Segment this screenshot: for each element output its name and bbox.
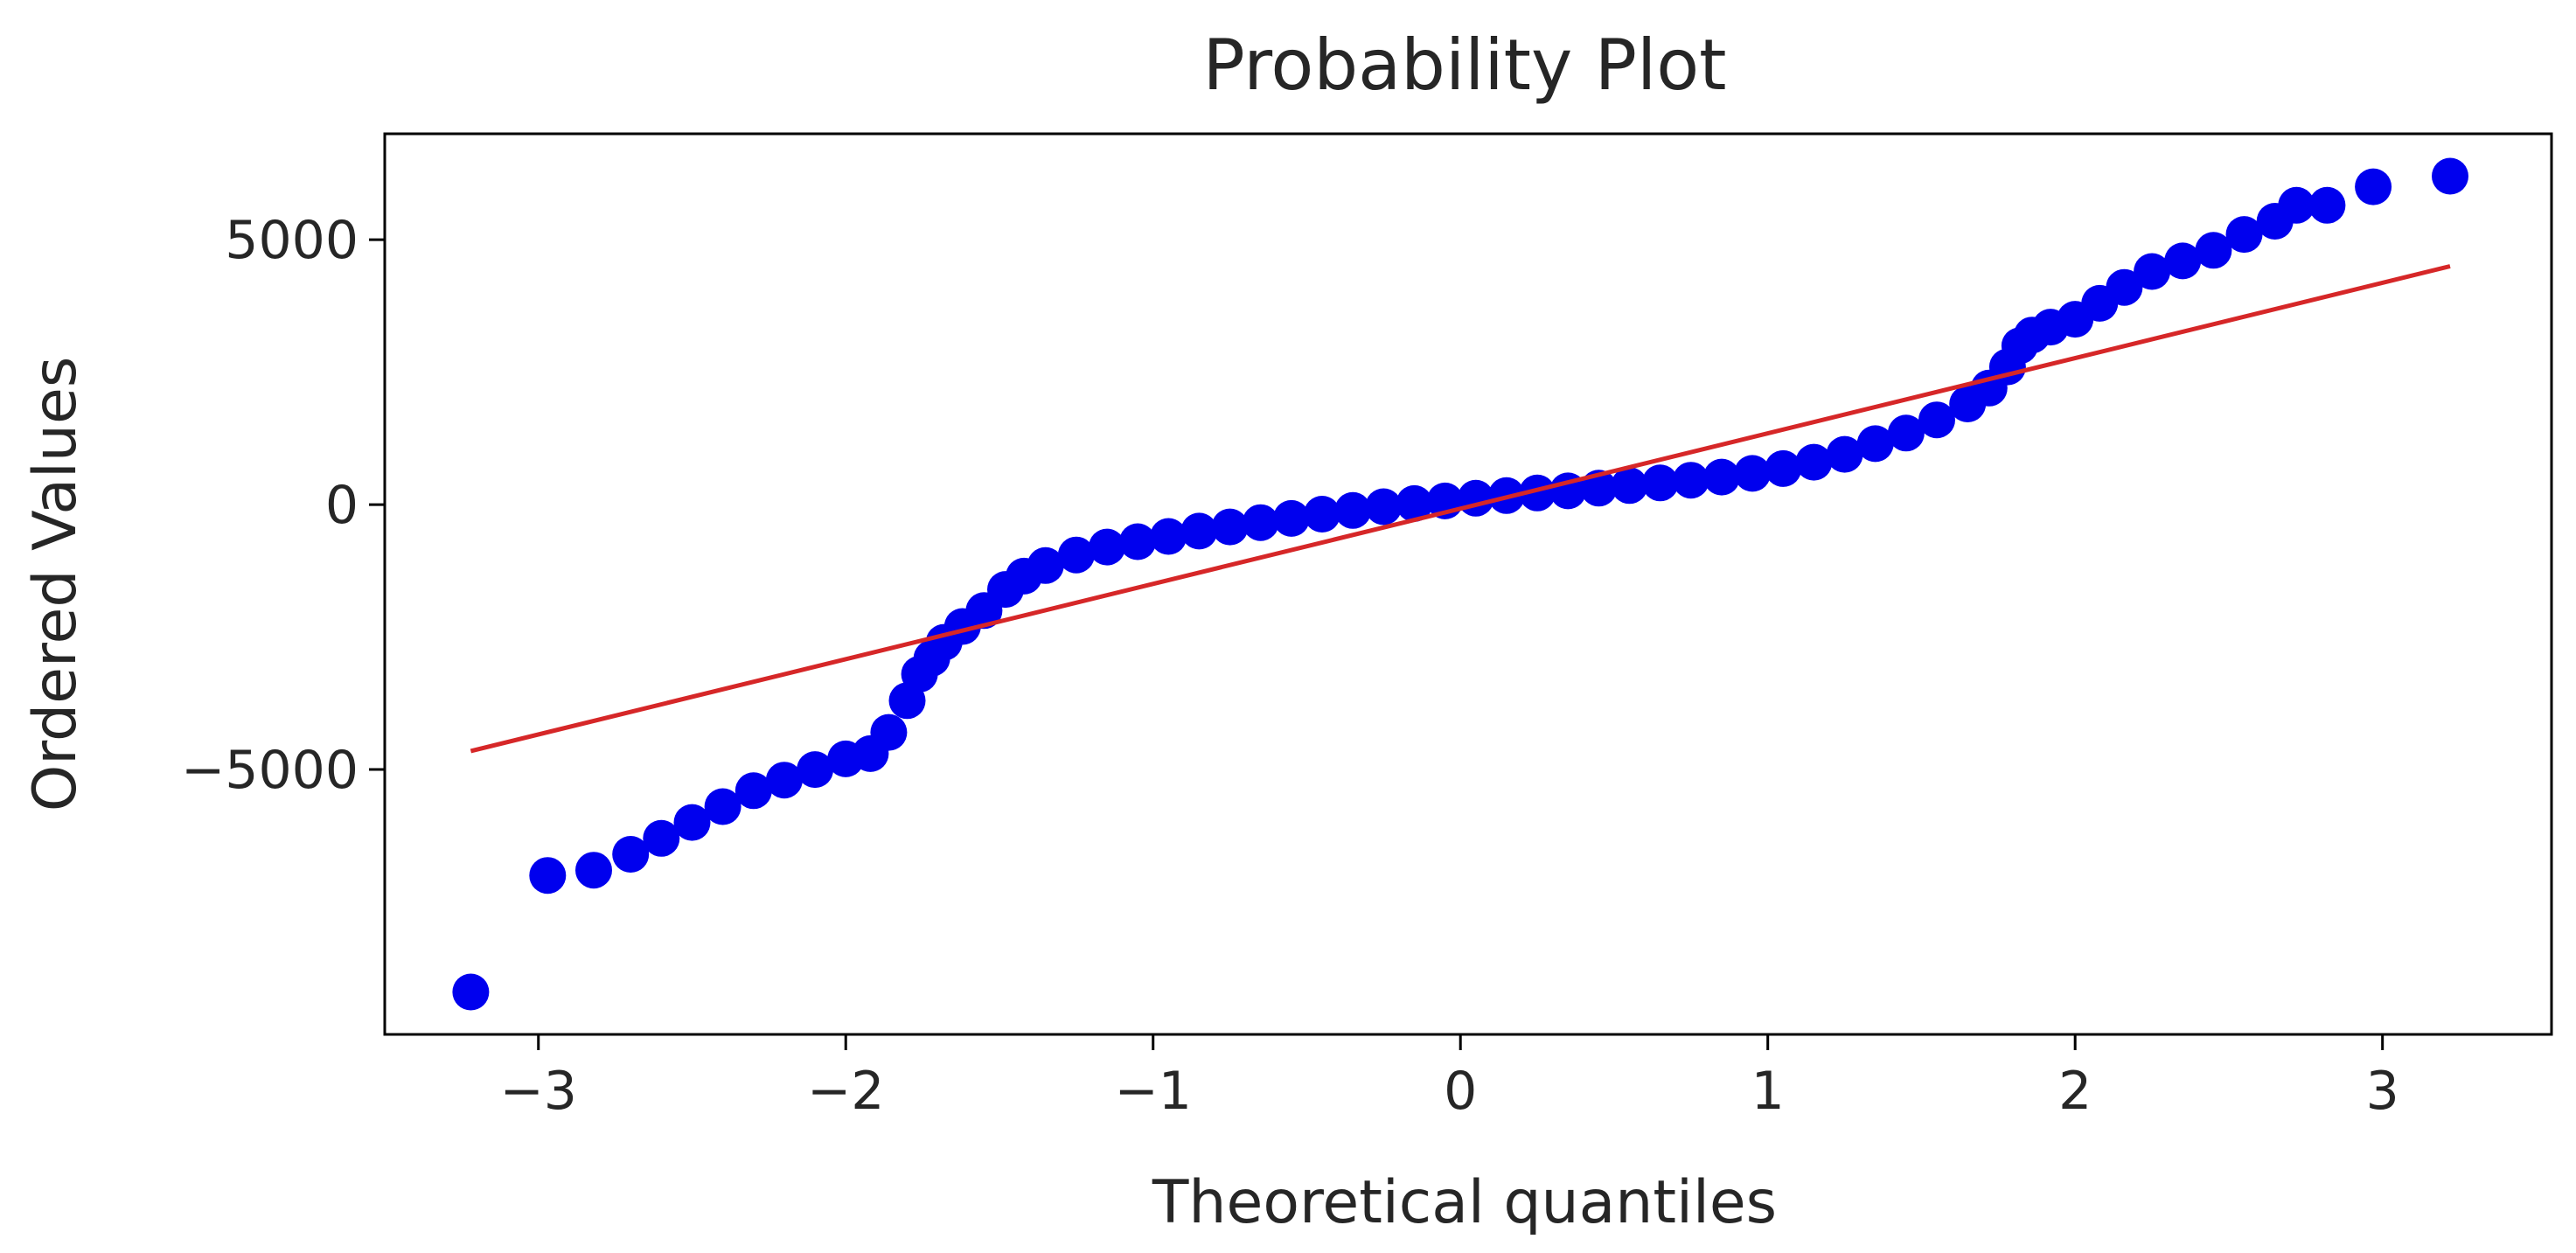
chart-title: Probability Plot (1202, 24, 1726, 106)
data-point (2164, 242, 2202, 280)
data-point (797, 751, 834, 789)
data-point (1211, 508, 1249, 546)
data-point (2106, 268, 2143, 306)
data-point (2355, 168, 2392, 205)
data-point (1150, 518, 1187, 555)
data-point (2134, 253, 2171, 290)
x-tick-label: −3 (500, 1061, 577, 1122)
data-point (1734, 455, 1772, 492)
data-point (1119, 523, 1157, 560)
data-point (1057, 536, 1095, 574)
data-point (2278, 186, 2315, 224)
y-tick-label: 5000 (225, 210, 359, 271)
data-point (765, 762, 803, 799)
x-tick-label: 1 (1751, 1061, 1785, 1122)
data-point (1795, 443, 1833, 481)
data-point (1242, 504, 1279, 541)
data-point (1765, 449, 1802, 487)
data-point (1089, 528, 1125, 566)
data-point (1180, 512, 1218, 550)
x-axis: −3 −2 −1 0 1 2 3 (500, 1034, 2399, 1122)
x-tick-label: −1 (1114, 1061, 1191, 1122)
data-point (1887, 414, 1925, 452)
data-point (673, 804, 711, 841)
data-point (1027, 546, 1064, 584)
data-point (2432, 157, 2468, 195)
data-point (1672, 462, 1709, 499)
data-point (1519, 474, 1556, 512)
data-point (1918, 401, 1955, 439)
data-point (1856, 425, 1894, 463)
x-tick-label: 3 (2366, 1061, 2399, 1122)
x-tick-label: 0 (1444, 1061, 1477, 1122)
data-point (643, 819, 680, 857)
data-point (870, 714, 908, 751)
plot-marks (452, 157, 2468, 1011)
data-point (2195, 232, 2232, 269)
data-point (529, 857, 567, 895)
x-tick-label: 2 (2058, 1061, 2092, 1122)
data-point (2308, 186, 2346, 224)
data-point (1826, 435, 1863, 473)
data-point (1304, 496, 1340, 533)
data-point (575, 852, 612, 889)
data-point (1365, 488, 1403, 526)
data-point (1703, 458, 1740, 496)
data-point (1611, 467, 1648, 505)
y-axis-label: Ordered Values (21, 357, 90, 812)
data-point (1334, 491, 1372, 529)
x-axis-label: Theoretical quantiles (1152, 1168, 1777, 1237)
plot-frame (383, 132, 2553, 1036)
data-point (2225, 216, 2263, 254)
y-axis: −5000 0 5000 (181, 210, 385, 801)
data-point (1641, 464, 1679, 502)
x-tick-label: −2 (807, 1061, 884, 1122)
data-point (735, 772, 772, 810)
data-point (704, 788, 741, 825)
data-point (1272, 499, 1310, 537)
data-point (612, 836, 650, 873)
fit-line (470, 264, 2451, 754)
data-point (1396, 484, 1433, 522)
y-tick-label: 0 (325, 475, 359, 536)
data-point (452, 973, 490, 1011)
y-tick-label: −5000 (181, 740, 359, 801)
